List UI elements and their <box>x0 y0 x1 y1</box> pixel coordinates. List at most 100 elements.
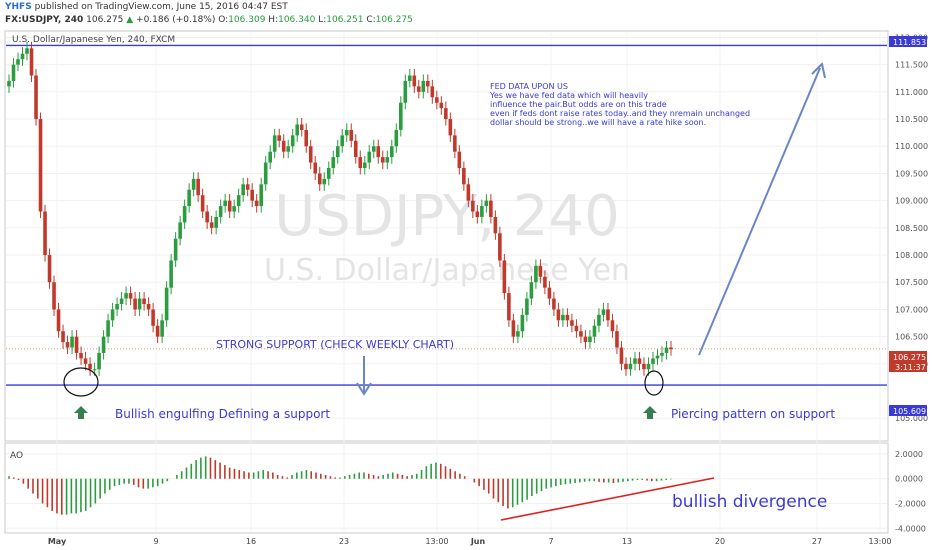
candle-body <box>16 59 20 65</box>
candle-body <box>606 309 610 321</box>
candle-body <box>214 216 218 228</box>
candle-body <box>92 369 97 371</box>
candle-body <box>196 178 200 196</box>
watermark-name: U.S. Dollar/Japanese Yen <box>264 253 630 288</box>
candle-body <box>344 129 349 136</box>
candle-body <box>453 135 457 152</box>
candle-body <box>74 336 79 353</box>
main-pane-frame <box>4 30 889 442</box>
candle-body <box>124 293 128 299</box>
watermark-symbol: USDJPY, 240 <box>274 184 619 249</box>
piercing-label: Piercing pattern on support <box>671 407 835 421</box>
candle-body <box>408 75 412 81</box>
ao-tick-label: -2.0000 <box>895 499 926 508</box>
candle-body <box>223 200 227 207</box>
candle-body <box>101 336 106 353</box>
candle-body <box>331 157 336 168</box>
candle-body <box>308 146 313 163</box>
price-axis[interactable]: 112.000111.500111.000110.500110.000109.5… <box>895 33 928 423</box>
low-value: 106.251 <box>326 15 364 25</box>
candle-body <box>61 331 65 343</box>
candle-body <box>349 129 354 141</box>
open-label: O: <box>218 15 229 25</box>
ao-axis[interactable]: 2.0000 0.0000 -2.0000 -4.0000 <box>895 450 926 533</box>
candle-body <box>412 75 417 87</box>
candle-body <box>128 293 133 299</box>
close-label: C: <box>366 15 376 25</box>
candle-body <box>79 352 83 359</box>
price-chart[interactable]: USDJPY, 240 U.S. Dollar/Japanese Yen U.S… <box>0 30 932 550</box>
candle-body <box>151 309 155 326</box>
candle-body <box>245 184 250 190</box>
open-value: 106.309 <box>228 15 266 25</box>
candle-body <box>403 80 408 103</box>
timer-tag <box>889 362 927 372</box>
change-arrow-icon: ▲ <box>126 15 134 25</box>
engulfing-label: Bullish engulfing Defining a support <box>115 407 330 421</box>
candle-body <box>538 265 543 277</box>
candle-body <box>227 200 232 212</box>
time-axis[interactable]: May 9 16 23 13:00 Jun 7 13 20 27 13:00 <box>48 537 892 546</box>
candle-body <box>160 320 164 337</box>
candle-body <box>106 320 110 337</box>
candle-body <box>254 200 259 207</box>
candle-body <box>376 146 381 158</box>
candle-body <box>642 363 646 370</box>
candle-body <box>277 135 282 141</box>
time-tick-label: 9 <box>153 537 158 546</box>
fed-note-line-2: influence the pair.But odds are on this … <box>490 100 667 109</box>
candle-body <box>579 331 583 337</box>
candle-body <box>516 331 520 337</box>
publisher-name[interactable]: YHFS <box>5 2 32 12</box>
candle-body <box>335 146 340 158</box>
candle-body <box>236 195 241 207</box>
candle-body <box>7 80 11 87</box>
support-line-tag-text: 105.609 <box>893 407 926 416</box>
candle-body <box>543 276 547 288</box>
time-tick-label: 13:00 <box>425 537 448 546</box>
fed-note-line-1: Yes we have fed data which will heavily <box>489 91 648 100</box>
candle-body <box>83 358 88 364</box>
candle-body <box>628 363 633 370</box>
support-arrow-head-icon <box>356 382 372 396</box>
candle-body <box>65 342 70 348</box>
candle-body <box>164 287 169 321</box>
candle-body <box>601 309 606 315</box>
target-arrow-shaft <box>698 67 821 356</box>
divergence-label: bullish divergence <box>672 492 827 512</box>
candle-body <box>565 314 570 321</box>
candle-body <box>200 195 205 212</box>
engulfing-up-arrow-icon <box>74 406 88 419</box>
candle-body <box>29 48 34 76</box>
candle-body <box>583 336 588 343</box>
time-tick-label: 13:00 <box>868 537 891 546</box>
candle-body <box>457 151 462 168</box>
candle-body <box>520 314 525 332</box>
candle-body <box>38 119 43 212</box>
candle-body <box>389 146 394 158</box>
candle-body <box>137 298 142 310</box>
last-price-tag-text: 106.275 <box>893 353 926 362</box>
candle-body <box>263 162 268 185</box>
candle-body <box>574 325 579 332</box>
candle-body <box>471 200 475 212</box>
close-value: 106.275 <box>375 15 413 25</box>
candle-body <box>426 80 430 87</box>
candle-body <box>295 124 300 136</box>
price-tick-label: 105.000 <box>895 414 928 423</box>
candle-body <box>241 184 245 196</box>
price-tick-label: 110.500 <box>895 115 928 124</box>
fed-note-title: FED DATA UPON US <box>490 82 568 91</box>
publish-header: YHFS published on TradingView.com, June … <box>0 0 932 30</box>
candle-body <box>534 265 538 283</box>
time-tick-label: 20 <box>715 537 725 546</box>
candle-body <box>444 108 448 120</box>
candle-body <box>358 157 363 168</box>
time-tick-label: 27 <box>812 537 822 546</box>
price-tick-label: 108.500 <box>895 224 928 233</box>
candle-body <box>556 309 561 321</box>
candle-body <box>20 53 25 60</box>
ao-label: AO <box>10 451 23 461</box>
candle-body <box>268 151 272 163</box>
candle-body <box>475 211 480 217</box>
